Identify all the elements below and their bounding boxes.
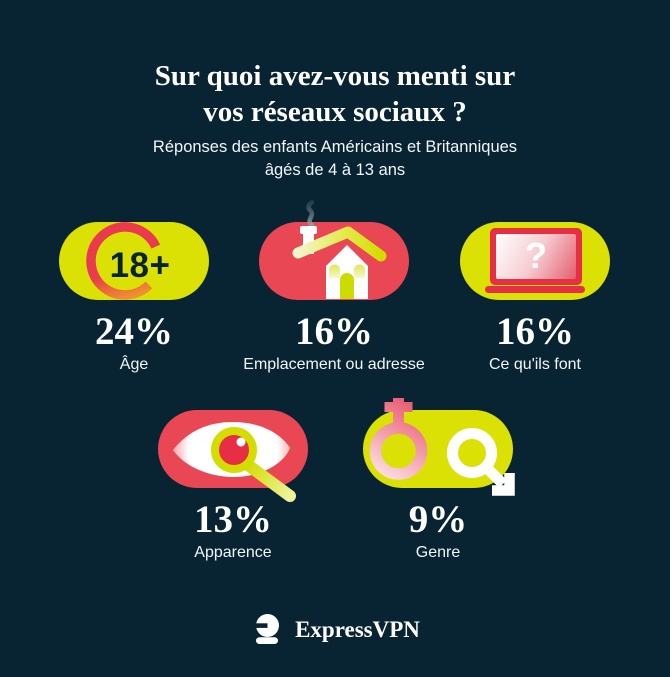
- house-window-left: [329, 264, 340, 278]
- house-door: [340, 273, 354, 299]
- stat-gender: 9% Genre: [338, 374, 538, 563]
- chimney-smoke: [306, 199, 315, 228]
- female-symbol: [369, 398, 428, 480]
- gender-symbols-icon: [363, 398, 515, 496]
- title-line-1: Sur quoi avez-vous menti sur: [154, 60, 516, 92]
- stat-activity-label: Ce qu'ils font: [489, 356, 581, 373]
- house-icon: [259, 199, 409, 300]
- stat-gender-label: Genre: [415, 544, 461, 561]
- stat-gender-value: 9%: [408, 498, 468, 541]
- stat-appearance: 13% Apparence: [133, 374, 333, 563]
- page-subtitle: Réponses des enfants Américains et Brita…: [0, 136, 670, 182]
- house-body: [326, 245, 368, 299]
- eye-magnifier-icon: [158, 410, 308, 502]
- laptop-question-icon: ?: [460, 222, 610, 300]
- subtitle-line-1: Réponses des enfants Américains et Brita…: [152, 138, 518, 156]
- stat-location-value: 16%: [295, 310, 373, 353]
- magnifier-handle: [242, 459, 296, 502]
- svg-text:18+: 18+: [110, 246, 171, 285]
- house-window-right: [354, 264, 365, 278]
- stat-activity: ? 16% Ce qu'ils font: [435, 186, 635, 375]
- stat-age-value: 24%: [95, 310, 173, 353]
- stat-activity-value: 16%: [496, 310, 574, 353]
- laptop-base: [485, 286, 585, 293]
- brand-wordmark: ExpressVPN: [295, 617, 420, 642]
- expressvpn-logo-icon: [250, 614, 280, 644]
- stat-age: 18+ 24% Âge: [34, 186, 234, 375]
- male-symbol: [447, 428, 515, 496]
- magnifier-lens: [211, 427, 257, 473]
- stat-appearance-label: Apparence: [194, 544, 272, 561]
- title-line-2: vos réseaux sociaux ?: [203, 96, 467, 128]
- subtitle-line-2: âgés de 4 à 13 ans: [264, 161, 406, 179]
- 18plus-badge-icon: 18+: [59, 222, 209, 300]
- stat-location-label: Emplacement ou adresse: [243, 356, 425, 373]
- lens-highlight: [236, 437, 246, 447]
- stat-age-label: Âge: [119, 356, 149, 373]
- brand-footer: ExpressVPN: [0, 612, 670, 648]
- svg-text:?: ?: [525, 235, 547, 276]
- stat-location: 16% Emplacement ou adresse: [234, 186, 434, 375]
- stat-appearance-value: 13%: [194, 498, 272, 541]
- page-title: Sur quoi avez-vous menti sur vos réseaux…: [0, 58, 670, 130]
- house-roof: [292, 226, 387, 262]
- laptop-screen: [496, 234, 576, 279]
